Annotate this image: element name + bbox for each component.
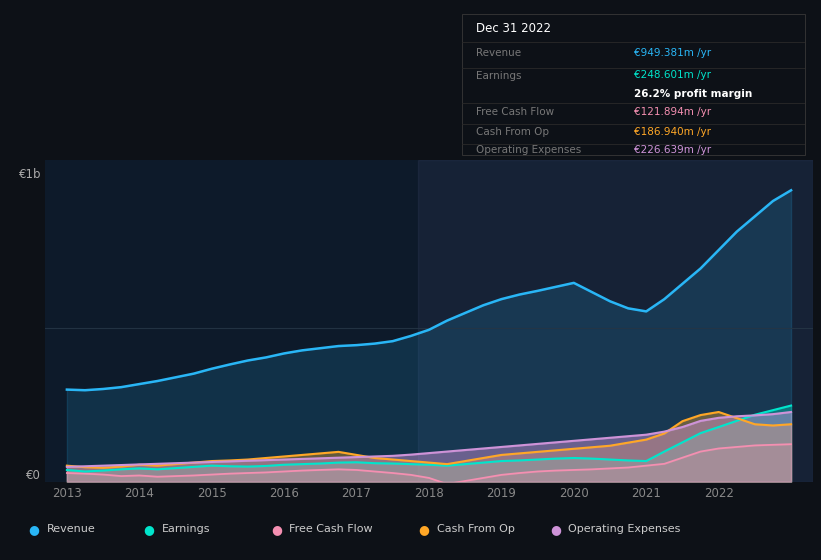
Text: €949.381m /yr: €949.381m /yr	[634, 48, 711, 58]
Text: ●: ●	[271, 522, 282, 536]
Text: Earnings: Earnings	[162, 524, 210, 534]
Text: Earnings: Earnings	[475, 71, 521, 81]
Text: Revenue: Revenue	[475, 48, 521, 58]
Text: Free Cash Flow: Free Cash Flow	[475, 107, 554, 117]
Text: Cash From Op: Cash From Op	[437, 524, 515, 534]
Bar	[418, 160, 813, 482]
Text: €186.940m /yr: €186.940m /yr	[634, 127, 710, 137]
Text: ●: ●	[419, 522, 429, 536]
Text: ●: ●	[550, 522, 561, 536]
Text: ●: ●	[144, 522, 154, 536]
Text: Dec 31 2022: Dec 31 2022	[475, 22, 551, 35]
Text: €226.639m /yr: €226.639m /yr	[634, 145, 711, 155]
Text: €0: €0	[26, 469, 41, 482]
Text: €121.894m /yr: €121.894m /yr	[634, 107, 711, 117]
Text: €1b: €1b	[19, 169, 41, 181]
Text: 26.2% profit margin: 26.2% profit margin	[634, 88, 752, 99]
Text: ●: ●	[29, 522, 39, 536]
Text: Operating Expenses: Operating Expenses	[568, 524, 681, 534]
Text: Cash From Op: Cash From Op	[475, 127, 548, 137]
Text: Operating Expenses: Operating Expenses	[475, 145, 581, 155]
Text: Free Cash Flow: Free Cash Flow	[289, 524, 373, 534]
Text: €248.601m /yr: €248.601m /yr	[634, 71, 710, 80]
Text: Revenue: Revenue	[47, 524, 95, 534]
